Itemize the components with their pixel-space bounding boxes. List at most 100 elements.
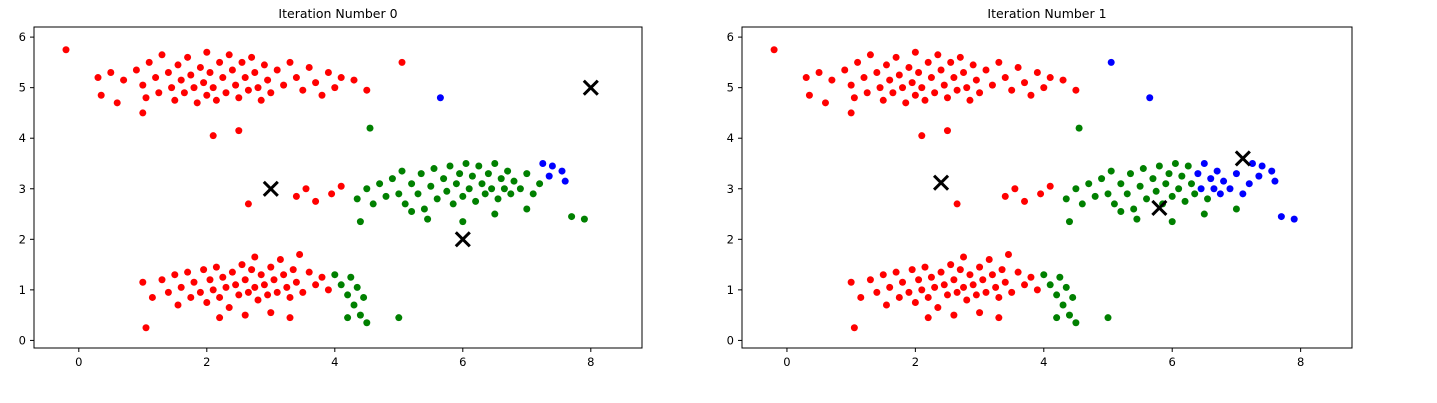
data-point-cluster-red (995, 58, 1003, 66)
data-point-cluster-red (886, 283, 894, 291)
data-point-cluster-red (241, 74, 249, 82)
centroid-x-marker (1151, 199, 1168, 217)
data-point-cluster-red (260, 61, 268, 69)
data-point-cluster-green (347, 273, 355, 281)
data-point-cluster-green (484, 170, 492, 178)
plot-title-iteration-1: Iteration Number 1 (987, 6, 1107, 21)
data-point-cluster-green (1232, 205, 1240, 213)
data-point-cluster-red (1001, 278, 1009, 286)
data-point-cluster-red (286, 58, 294, 66)
data-point-cluster-green (1130, 205, 1138, 213)
data-point-cluster-red (244, 288, 252, 296)
data-point-cluster-blue (1194, 170, 1202, 178)
data-point-cluster-red (203, 91, 211, 99)
data-point-cluster-red (953, 288, 961, 296)
data-point-cluster-blue (1216, 190, 1224, 198)
data-point-cluster-red (305, 63, 313, 71)
centroid-x-marker (262, 180, 279, 197)
data-point-cluster-green (523, 205, 531, 213)
data-point-cluster-green (1126, 170, 1134, 178)
data-point-cluster-blue (1197, 185, 1205, 193)
data-point-cluster-green (580, 215, 588, 223)
data-point-cluster-red (931, 89, 939, 97)
data-point-cluster-green (516, 185, 524, 193)
data-point-cluster-red (280, 81, 288, 89)
data-point-cluster-red (248, 53, 256, 61)
data-point-cluster-red (963, 84, 971, 92)
data-point-cluster-red (318, 273, 326, 281)
data-point-cluster-red (164, 288, 172, 296)
data-point-cluster-green (366, 124, 374, 132)
data-point-cluster-red (324, 68, 332, 76)
x-tick-label: 4 (1040, 355, 1047, 369)
data-point-cluster-red (902, 99, 910, 107)
data-point-cluster-red (187, 293, 195, 301)
data-point-cluster-red (1011, 185, 1019, 193)
data-point-cluster-red (934, 51, 942, 59)
data-point-cluster-blue (1277, 213, 1285, 221)
data-point-cluster-red (142, 324, 150, 332)
data-point-cluster-blue (1107, 58, 1115, 66)
data-point-cluster-blue (1207, 175, 1215, 183)
data-point-cluster-red (911, 299, 919, 307)
data-point-cluster-red (950, 74, 958, 82)
data-point-cluster-red (299, 86, 307, 94)
data-point-cluster-green (1184, 162, 1192, 170)
data-point-cluster-red (200, 79, 208, 87)
data-point-cluster-green (1175, 185, 1183, 193)
data-point-cluster-red (1004, 250, 1012, 258)
data-point-cluster-red (177, 76, 185, 84)
data-point-cluster-red (328, 190, 336, 198)
data-point-cluster-green (536, 180, 544, 188)
data-point-cluster-green (1152, 187, 1160, 195)
y-tick-label: 1 (727, 283, 734, 297)
data-point-cluster-green (1149, 175, 1157, 183)
data-point-cluster-green (1053, 291, 1061, 299)
data-point-cluster-red (94, 74, 102, 82)
data-point-cluster-green (1165, 170, 1173, 178)
data-point-cluster-green (1204, 195, 1212, 203)
data-point-cluster-red (331, 84, 339, 92)
data-point-cluster-red (828, 76, 836, 84)
data-point-cluster-red (982, 66, 990, 74)
data-point-cluster-red (241, 276, 249, 284)
data-point-cluster-red (879, 96, 887, 104)
data-point-cluster-red (866, 51, 874, 59)
data-point-cluster-red (1027, 91, 1035, 99)
data-point-cluster-green (1065, 218, 1073, 226)
data-point-cluster-red (1021, 79, 1029, 87)
data-point-cluster-green (440, 175, 448, 183)
data-point-cluster-green (478, 180, 486, 188)
data-point-cluster-red (148, 293, 156, 301)
data-point-cluster-red (225, 51, 233, 59)
data-point-cluster-red (305, 268, 313, 276)
data-point-cluster-red (950, 311, 958, 319)
data-point-cluster-green (337, 281, 345, 289)
data-point-cluster-red (203, 48, 211, 56)
data-point-cluster-blue (1290, 215, 1298, 223)
data-point-cluster-red (937, 66, 945, 74)
x-tick-label: 4 (331, 355, 338, 369)
data-point-cluster-red (847, 109, 855, 117)
data-point-cluster-red (238, 261, 246, 269)
data-point-cluster-green (449, 200, 457, 208)
data-point-cluster-red (873, 288, 881, 296)
data-point-cluster-red (216, 58, 224, 66)
data-point-cluster-green (395, 190, 403, 198)
data-point-cluster-red (998, 266, 1006, 274)
data-point-cluster-green (459, 192, 467, 200)
data-point-cluster-red (873, 68, 881, 76)
data-point-cluster-red (879, 271, 887, 279)
data-point-cluster-red (1001, 192, 1009, 200)
data-point-cluster-red (312, 197, 320, 205)
data-point-cluster-red (847, 81, 855, 89)
data-point-cluster-green (424, 215, 432, 223)
data-point-cluster-red (960, 68, 968, 76)
data-point-cluster-red (107, 68, 115, 76)
data-point-cluster-red (924, 58, 932, 66)
data-point-cluster-red (847, 278, 855, 286)
data-point-cluster-red (943, 127, 951, 135)
data-point-cluster-red (918, 286, 926, 294)
data-point-cluster-red (196, 288, 204, 296)
